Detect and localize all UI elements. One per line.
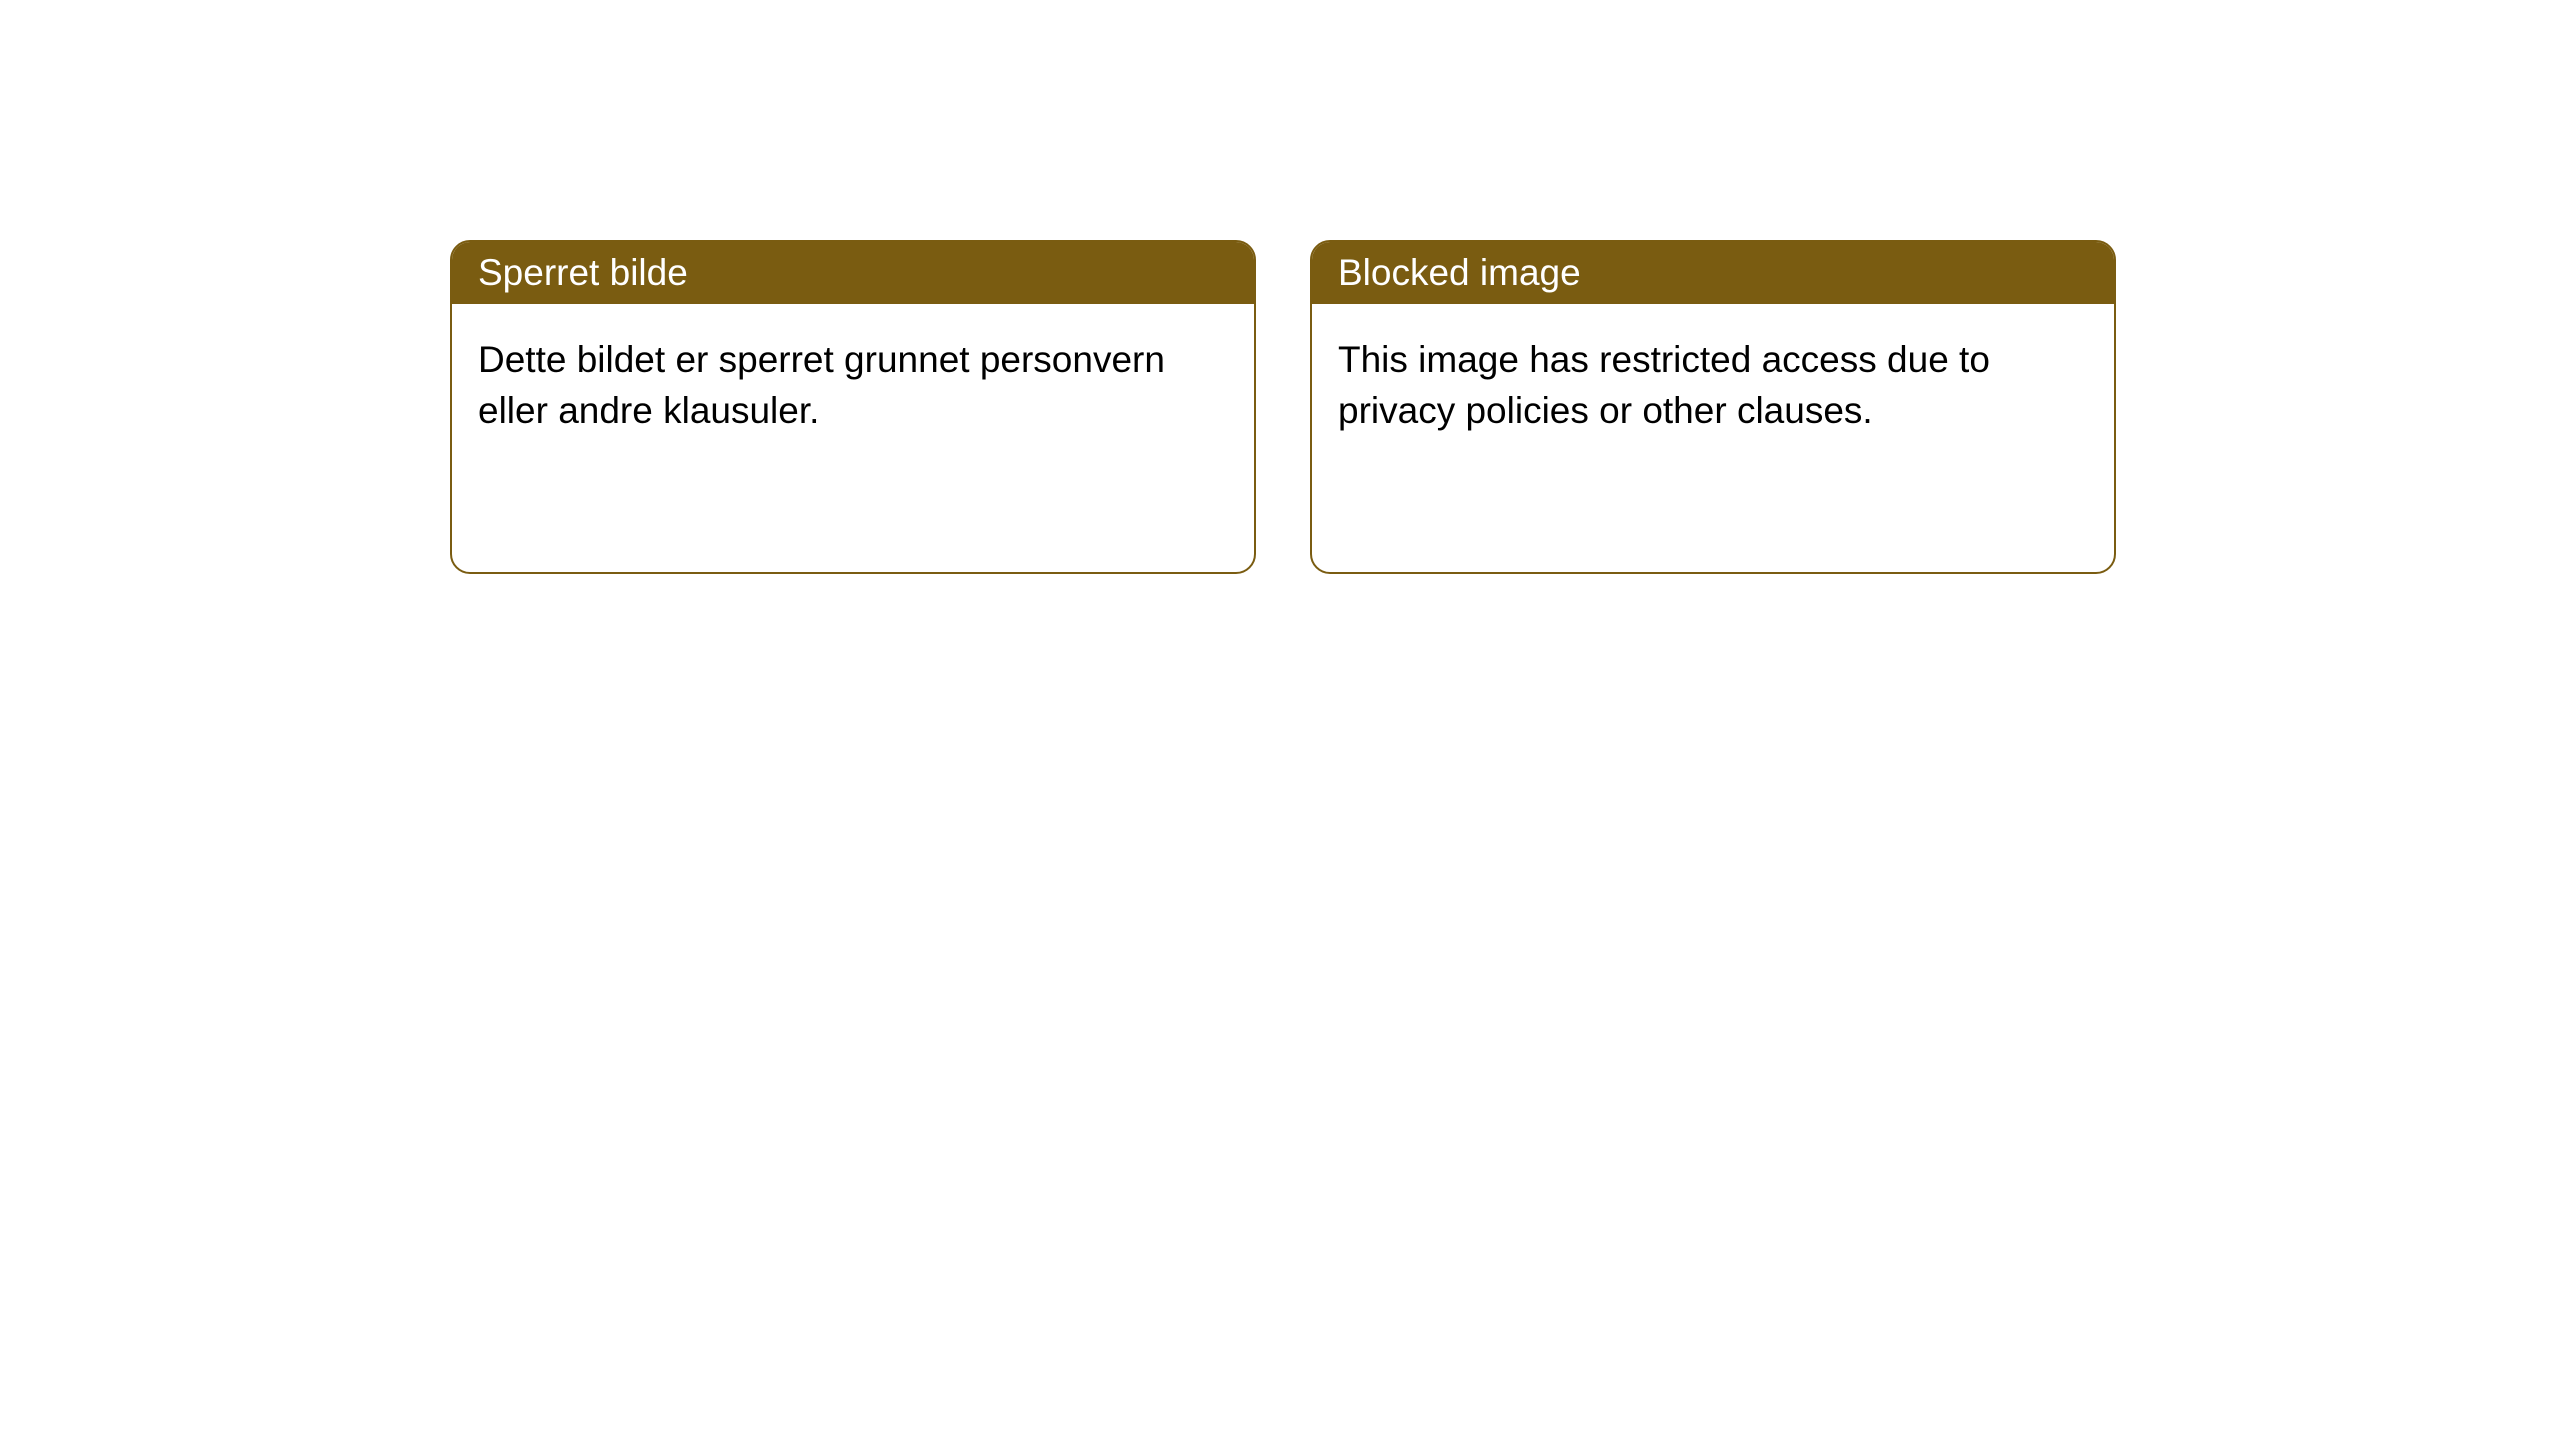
- notice-title-english: Blocked image: [1312, 242, 2114, 304]
- notice-body-english: This image has restricted access due to …: [1312, 304, 2114, 466]
- notice-card-english: Blocked image This image has restricted …: [1310, 240, 2116, 574]
- notice-body-norwegian: Dette bildet er sperret grunnet personve…: [452, 304, 1254, 466]
- notice-card-norwegian: Sperret bilde Dette bildet er sperret gr…: [450, 240, 1256, 574]
- notice-container: Sperret bilde Dette bildet er sperret gr…: [450, 240, 2116, 574]
- notice-title-norwegian: Sperret bilde: [452, 242, 1254, 304]
